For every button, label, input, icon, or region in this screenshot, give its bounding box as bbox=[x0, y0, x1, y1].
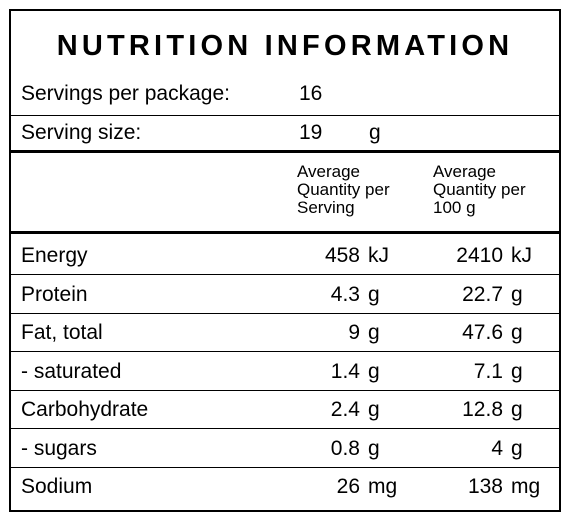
per100-unit: kJ bbox=[511, 244, 532, 267]
nutrient-label: Protein bbox=[21, 283, 88, 306]
per100-value: 47.6 bbox=[462, 321, 503, 344]
serving-value: 2.4 bbox=[330, 398, 360, 421]
row-divider bbox=[11, 428, 559, 429]
per-serving-header: Average Quantity per Serving bbox=[297, 162, 390, 217]
nutrient-label: Fat, total bbox=[21, 321, 103, 344]
nutrient-label: Carbohydrate bbox=[21, 398, 149, 421]
per100-value: 138 bbox=[467, 475, 503, 498]
per100-unit: g bbox=[511, 283, 523, 306]
serving-size-unit: g bbox=[369, 121, 381, 144]
serving-unit: mg bbox=[368, 475, 398, 498]
nutrient-label: - sugars bbox=[21, 437, 97, 460]
serving-unit: g bbox=[368, 283, 380, 306]
nutrient-label: Sodium bbox=[21, 475, 93, 498]
per-100g-header: Average Quantity per 100 g bbox=[433, 162, 526, 217]
serving-value: 458 bbox=[324, 244, 360, 267]
serving-unit: g bbox=[368, 437, 380, 460]
row-divider bbox=[11, 313, 559, 314]
serving-size-value: 19 bbox=[299, 121, 323, 144]
serving-value: 9 bbox=[348, 321, 360, 344]
per100-value: 12.8 bbox=[462, 398, 503, 421]
row-divider bbox=[11, 351, 559, 352]
panel-title: NUTRITION INFORMATION bbox=[56, 30, 514, 62]
servings-value: 16 bbox=[299, 82, 323, 105]
serving-unit: g bbox=[368, 321, 380, 344]
header-divider bbox=[11, 150, 559, 153]
serving-value: 4.3 bbox=[330, 283, 360, 306]
per100-unit: mg bbox=[511, 475, 541, 498]
row-divider bbox=[11, 274, 559, 275]
servings-label: Servings per package: bbox=[21, 82, 230, 105]
row-divider bbox=[11, 390, 559, 391]
per100-value: 4 bbox=[491, 437, 503, 460]
table-divider bbox=[11, 231, 559, 234]
serving-size-label: Serving size: bbox=[21, 121, 142, 144]
nutrient-label: Energy bbox=[21, 244, 88, 267]
per100-unit: g bbox=[511, 360, 523, 383]
nutrition-panel: NUTRITION INFORMATION Servings per packa… bbox=[9, 9, 561, 512]
nutrient-label: - saturated bbox=[21, 360, 122, 383]
serving-unit: g bbox=[368, 360, 380, 383]
servings-divider bbox=[11, 115, 559, 116]
serving-value: 26 bbox=[336, 475, 360, 498]
per100-value: 7.1 bbox=[473, 360, 503, 383]
serving-unit: kJ bbox=[368, 244, 389, 267]
per100-unit: g bbox=[511, 321, 523, 344]
per100-value: 22.7 bbox=[462, 283, 503, 306]
serving-value: 0.8 bbox=[330, 437, 360, 460]
serving-value: 1.4 bbox=[330, 360, 360, 383]
per100-unit: g bbox=[511, 437, 523, 460]
per100-unit: g bbox=[511, 398, 523, 421]
per100-value: 2410 bbox=[456, 244, 503, 267]
row-divider bbox=[11, 467, 559, 468]
serving-unit: g bbox=[368, 398, 380, 421]
